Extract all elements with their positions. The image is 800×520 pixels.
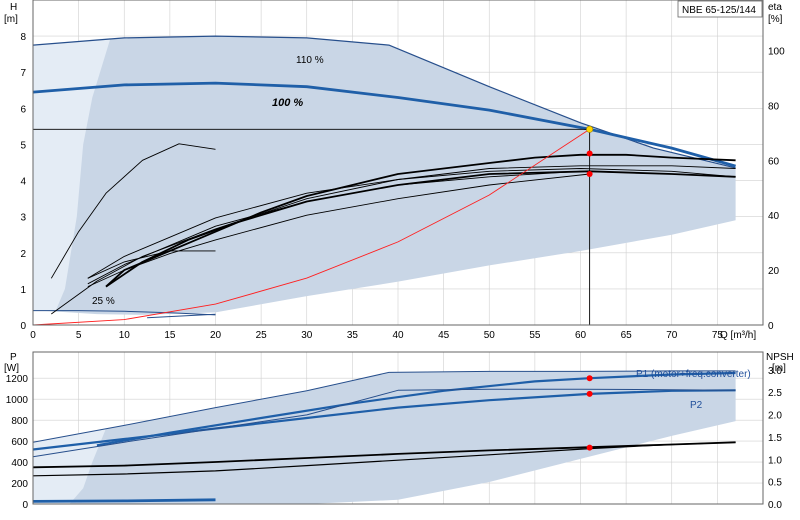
x-tick-12: 60 [575, 330, 587, 341]
h-axis-unit: [m] [4, 14, 18, 25]
eta-marker-1 [586, 171, 593, 178]
h-tick-2: 2 [20, 249, 26, 260]
h-tick-0: 0 [20, 321, 26, 332]
h-tick-3: 3 [20, 213, 26, 224]
label-100-percent: 100 % [272, 97, 303, 109]
npsh-tick-0: 0.0 [768, 500, 782, 511]
p-tick-4: 800 [11, 416, 28, 427]
eta-axis-unit: [%] [768, 14, 783, 25]
p-tick-5: 1000 [6, 395, 29, 406]
legend-p1: P1 (motor+freq.converter) [636, 369, 751, 380]
top-series-7 [87, 168, 736, 279]
x-tick-15: 75 [712, 330, 724, 341]
p-tick-6: 1200 [6, 374, 29, 385]
p-axis-title: P [10, 352, 17, 363]
bottom-series-2 [32, 370, 736, 443]
eta-tick-3: 60 [768, 156, 780, 167]
top-series-11 [105, 170, 736, 288]
bottom-series-6 [32, 498, 216, 503]
bottom-plot-frame [32, 351, 764, 505]
power-npsh-chart: 0 200 400 600 800 1000 1200 0.0 0.5 1.0 1.5 2.0 2.5 3… [4, 351, 794, 511]
top-series-10 [105, 153, 736, 288]
h-tick-5: 5 [20, 140, 26, 151]
bottom-marker-1 [586, 390, 593, 397]
eta-tick-4: 80 [768, 101, 780, 112]
npsh-tick-4: 2.0 [768, 411, 782, 422]
x-tick-13: 65 [621, 330, 633, 341]
h-tick-4: 4 [20, 177, 26, 188]
top-tick-labels: 0 5 10 15 20 25 30 35 40 45 50 55 60 65 70 750123456780… [20, 32, 785, 341]
top-markers [586, 125, 594, 178]
bottom-markers [586, 375, 593, 451]
npsh-tick-5: 2.5 [768, 388, 782, 399]
x-tick-2: 10 [119, 330, 131, 341]
bottom-tick-labels: 0 200 400 600 800 1000 1200 0.0 0.5 1.0 1.5 2.0 2.5 3… [6, 366, 783, 511]
chart-title-box [677, 0, 763, 18]
x-tick-1: 5 [76, 330, 82, 341]
top-series-3 [147, 313, 216, 319]
p-axis-unit: [W] [4, 363, 19, 374]
npsh-tick-2: 1.0 [768, 455, 782, 466]
top-series-2 [33, 310, 216, 316]
npsh-tick-6: 3.0 [768, 366, 782, 377]
eta-tick-2: 40 [768, 211, 780, 222]
npsh-axis-unit: [m] [772, 363, 786, 374]
system-curve [32, 128, 590, 326]
top-plot-frame [32, 0, 764, 326]
eta-marker-0 [586, 150, 593, 157]
q-axis-title: Q [m³/h] [720, 330, 756, 341]
bottom-series-5 [32, 441, 736, 477]
bottom-series-3 [32, 388, 736, 458]
chart-title: NBE 65-125/144 [682, 5, 756, 16]
x-tick-3: 15 [164, 330, 176, 341]
top-envelope [33, 36, 736, 315]
x-tick-0: 0 [30, 330, 36, 341]
h-tick-6: 6 [20, 104, 26, 115]
top-series-5 [87, 250, 216, 279]
x-tick-6: 30 [301, 330, 313, 341]
legend-p2: P2 [690, 400, 703, 411]
top-envelope-area [33, 36, 736, 315]
label-110-percent: 110 % [296, 55, 324, 66]
bottom-series-0 [96, 371, 736, 447]
eta-tick-1: 20 [768, 266, 780, 277]
bottom-marker-2 [586, 444, 593, 451]
x-tick-14: 70 [666, 330, 678, 341]
x-tick-11: 55 [529, 330, 541, 341]
x-tick-4: 20 [210, 330, 222, 341]
bottom-marker-0 [586, 375, 593, 382]
p-tick-3: 600 [11, 437, 28, 448]
npsh-axis-title: NPSH [766, 352, 794, 363]
x-tick-5: 25 [256, 330, 268, 341]
head-eta-chart: 0 5 10 15 20 25 30 35 40 45 50 55 60 65 70 750123456780… [4, 0, 785, 341]
npsh-tick-3: 1.5 [768, 433, 782, 444]
x-tick-10: 50 [484, 330, 496, 341]
x-tick-8: 40 [392, 330, 404, 341]
h-tick-8: 8 [20, 32, 26, 43]
p-tick-0: 0 [22, 500, 28, 511]
eta-tick-0: 0 [768, 321, 774, 332]
top-series-4 [50, 143, 216, 279]
p-tick-2: 400 [11, 458, 28, 469]
p-tick-1: 200 [11, 479, 28, 490]
duty-point-marker [586, 125, 594, 133]
bottom-series-group [32, 370, 736, 503]
top-series-group [32, 35, 736, 326]
h-tick-7: 7 [20, 68, 26, 79]
top-light-region [33, 37, 111, 311]
h-tick-1: 1 [20, 285, 26, 296]
top-series-6 [51, 165, 736, 315]
npsh-tick-1: 0.5 [768, 478, 782, 489]
top-series-1 [32, 81, 736, 168]
eta-axis-title: eta [768, 2, 782, 13]
label-25-percent: 25 % [92, 296, 115, 307]
bottom-series-1 [32, 389, 736, 451]
x-tick-9: 45 [438, 330, 450, 341]
eta-tick-5: 100 [768, 47, 785, 58]
x-tick-7: 35 [347, 330, 359, 341]
h-axis-title: H [10, 2, 17, 13]
